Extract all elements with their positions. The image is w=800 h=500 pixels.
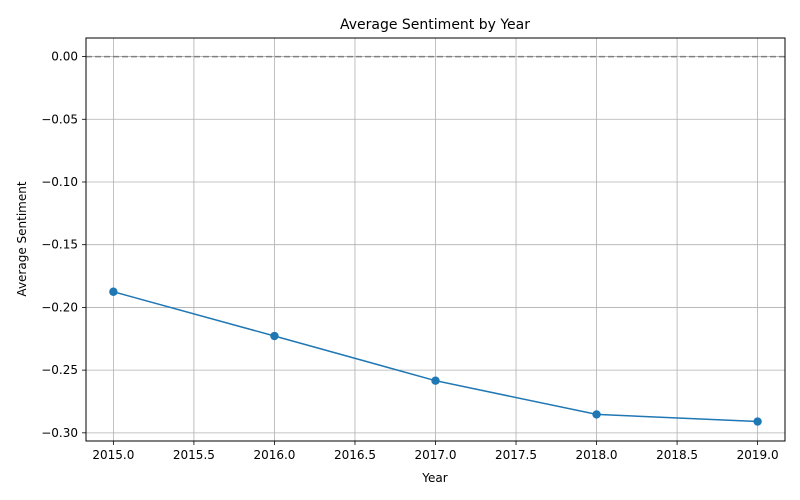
x-tick-label: 2017.0 — [415, 448, 457, 462]
y-tick-label: −0.30 — [41, 426, 78, 440]
x-tick-label: 2016.0 — [253, 448, 295, 462]
x-tick-label: 2018.5 — [656, 448, 698, 462]
x-tick-label: 2017.5 — [495, 448, 537, 462]
series-group — [109, 287, 762, 426]
data-point — [753, 417, 762, 426]
x-tick-label: 2015.0 — [92, 448, 134, 462]
x-tick-label: 2019.0 — [737, 448, 779, 462]
x-tick-label: 2015.5 — [173, 448, 215, 462]
data-point — [109, 287, 118, 296]
data-point — [431, 376, 440, 385]
y-tick-label: −0.05 — [41, 112, 78, 126]
x-tick-label: 2016.5 — [334, 448, 376, 462]
y-tick-label: −0.10 — [41, 175, 78, 189]
data-point — [592, 410, 601, 419]
y-axis-ticks: 0.00 −0.05 −0.10 −0.15 −0.20 −0.25 −0.30 — [41, 50, 86, 440]
x-tick-label: 2018.0 — [576, 448, 618, 462]
grid — [86, 38, 785, 441]
y-axis-label: Average Sentiment — [15, 181, 29, 296]
y-tick-label: −0.25 — [41, 363, 78, 377]
y-tick-label: 0.00 — [51, 50, 78, 64]
y-tick-label: −0.20 — [41, 300, 78, 314]
chart-title: Average Sentiment by Year — [340, 17, 530, 33]
x-axis-label: Year — [421, 471, 447, 485]
y-tick-label: −0.15 — [41, 238, 78, 252]
data-point — [270, 331, 279, 341]
x-axis-ticks: 2015.0 2015.5 2016.0 2016.5 2017.0 2017.5 2018… — [92, 441, 779, 462]
